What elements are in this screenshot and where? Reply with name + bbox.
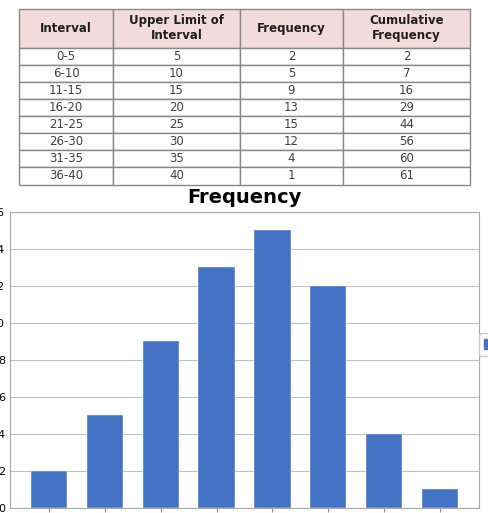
Bar (421, 489, 457, 508)
Bar (198, 267, 234, 508)
Title: Frequency: Frequency (187, 188, 301, 207)
Bar (31, 471, 67, 508)
Bar (365, 434, 401, 508)
Bar (309, 286, 346, 508)
Bar (254, 230, 290, 508)
Bar (87, 415, 123, 508)
Legend: Frequency: Frequency (478, 333, 488, 357)
Bar (142, 341, 179, 508)
